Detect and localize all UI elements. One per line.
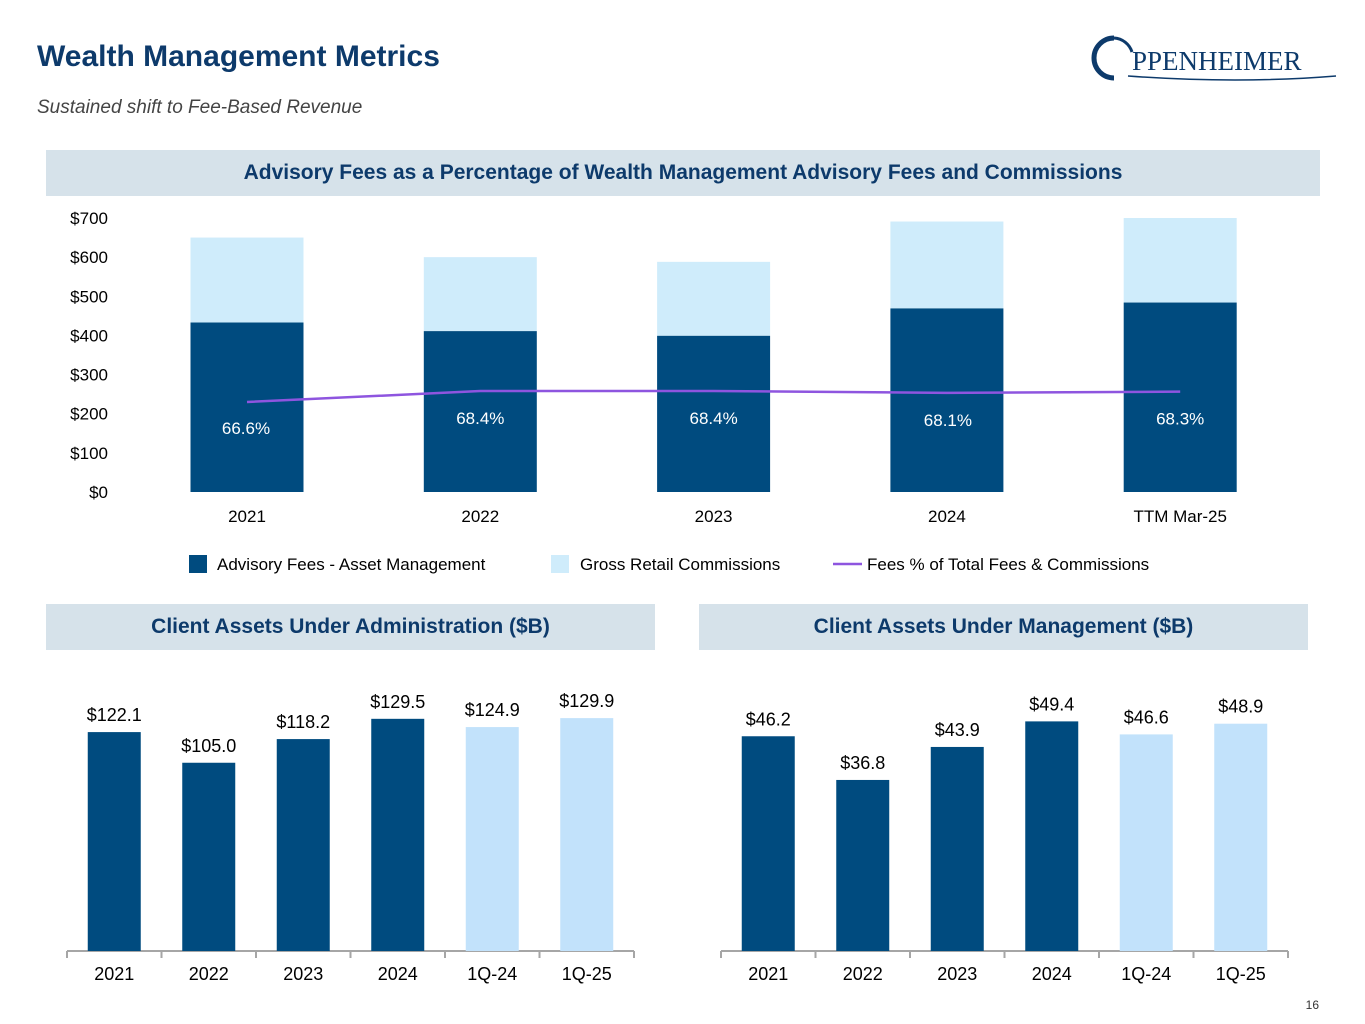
aum-chart-title: Client Assets Under Management ($B): [813, 615, 1194, 638]
y-tick-label: $600: [70, 248, 108, 267]
bar-value-label: $129.9: [559, 691, 614, 711]
bar-value-label: $46.6: [1124, 707, 1169, 727]
bar-value-label: $48.9: [1218, 697, 1263, 717]
bar-gross-retail-commissions: [423, 257, 537, 332]
svg-text:PPENHEIMER: PPENHEIMER: [1132, 46, 1302, 76]
y-tick-label: $200: [70, 405, 108, 424]
bar-gross-retail-commissions: [190, 237, 304, 323]
aua-chart-header: Client Assets Under Administration ($B): [46, 604, 655, 650]
bar-gross-retail-commissions: [657, 261, 771, 336]
bar-advisory-fees: [1123, 302, 1237, 492]
bar: [87, 732, 141, 951]
fees-percent-line: [246, 389, 1181, 404]
legend-advisory-fees-swatch: [189, 555, 207, 573]
bar-value-label: $105.0: [181, 736, 236, 756]
bar: [371, 718, 425, 951]
bar-advisory-fees: [423, 331, 537, 492]
legend-gross-retail-commissions-label: Gross Retail Commissions: [580, 555, 780, 574]
page-title: Wealth Management Metrics: [37, 40, 440, 73]
bar: [1214, 723, 1268, 951]
x-tick-label: 2024: [378, 964, 418, 984]
bar: [560, 718, 614, 951]
bar-value-label: $46.2: [746, 709, 791, 729]
bar-value-label: $49.4: [1029, 694, 1074, 714]
page-subtitle: Sustained shift to Fee-Based Revenue: [37, 97, 363, 118]
percent-data-label: 68.3%: [1156, 410, 1204, 429]
bar-value-label: $129.5: [370, 692, 425, 712]
bar: [276, 739, 330, 951]
x-tick-label: 1Q-24: [467, 964, 517, 984]
x-tick-label: 2021: [228, 507, 266, 526]
bar-value-label: $124.9: [465, 700, 520, 720]
x-tick-label: 2023: [283, 964, 323, 984]
percent-data-label: 66.6%: [222, 419, 270, 438]
x-tick-label: 2024: [1032, 964, 1072, 984]
legend-advisory-fees-label: Advisory Fees - Asset Management: [217, 555, 486, 574]
bar-value-label: $118.2: [276, 712, 330, 732]
bar-advisory-fees: [190, 322, 304, 492]
y-tick-label: $400: [70, 326, 108, 345]
x-tick-label: 1Q-24: [1121, 964, 1171, 984]
x-tick-label: 2023: [937, 964, 977, 984]
bar-value-label: $43.9: [935, 720, 980, 740]
bar-value-label: $36.8: [840, 753, 885, 773]
advisory-chart-header: Advisory Fees as a Percentage of Wealth …: [46, 150, 1320, 196]
x-tick-label: 1Q-25: [1216, 964, 1266, 984]
x-tick-label: 2021: [94, 964, 134, 984]
x-tick-label: TTM Mar-25: [1133, 507, 1227, 526]
legend-fees-percent-label: Fees % of Total Fees & Commissions: [867, 555, 1149, 574]
oppenheimer-logo: PPENHEIMER: [1091, 35, 1337, 81]
bar: [1119, 734, 1173, 951]
bar: [1025, 721, 1079, 951]
bar: [741, 736, 795, 951]
y-tick-label: $500: [70, 287, 108, 306]
x-tick-label: 1Q-25: [562, 964, 612, 984]
bar: [836, 779, 890, 951]
bar-advisory-fees: [890, 308, 1004, 492]
percent-data-label: 68.4%: [456, 409, 504, 428]
y-tick-label: $300: [70, 366, 108, 385]
x-tick-label: 2022: [461, 507, 499, 526]
bar-gross-retail-commissions: [1123, 218, 1237, 303]
x-tick-label: 2022: [189, 964, 229, 984]
y-tick-label: $700: [70, 209, 108, 228]
percent-data-label: 68.4%: [689, 409, 737, 428]
bar-value-label: $122.1: [87, 705, 142, 725]
y-tick-label: $0: [89, 483, 108, 502]
aum-chart-header: Client Assets Under Management ($B): [699, 604, 1308, 650]
x-tick-label: 2022: [843, 964, 883, 984]
bar: [930, 746, 984, 951]
page-number: 16: [1305, 998, 1319, 1012]
bar-gross-retail-commissions: [890, 221, 1004, 309]
legend-gross-retail-commissions-swatch: [551, 555, 569, 573]
advisory-chart-title: Advisory Fees as a Percentage of Wealth …: [243, 161, 1123, 184]
bar-advisory-fees: [657, 335, 771, 492]
percent-data-label: 68.1%: [924, 411, 972, 430]
x-tick-label: 2023: [695, 507, 733, 526]
x-tick-label: 2021: [748, 964, 788, 984]
bar: [465, 727, 519, 951]
aua-chart-title: Client Assets Under Administration ($B): [151, 615, 550, 638]
y-tick-label: $100: [70, 444, 108, 463]
x-tick-label: 2024: [928, 507, 966, 526]
bar: [182, 762, 236, 951]
